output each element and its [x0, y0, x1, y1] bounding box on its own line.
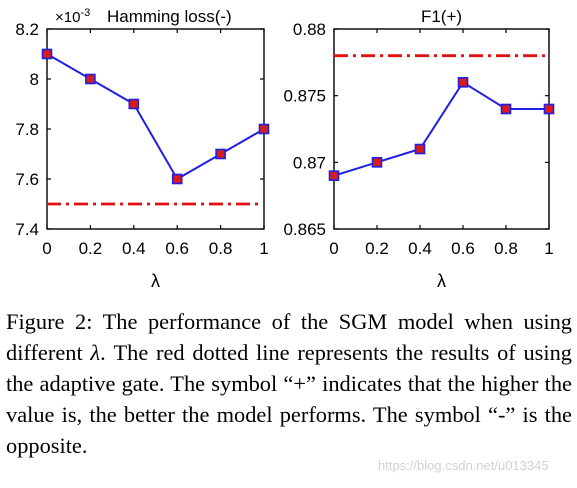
- y-tick-label: 8.2: [15, 20, 39, 39]
- data-point: [457, 77, 469, 88]
- data-point: [258, 123, 270, 135]
- data-point: [500, 103, 512, 115]
- x-tick-label: 0.4: [408, 239, 432, 258]
- exponent-label: ×10-3: [55, 7, 90, 26]
- x-axis-label: λ: [151, 271, 160, 291]
- x-tick-label: 0.8: [209, 239, 233, 258]
- caption-prefix: Figure 2: The performance of the SGM mod…: [6, 309, 572, 365]
- chart-f1: 0 0.2 0.4 0.6 0.8 1 0.865 0.87 0.875 0.88 F1(+) λ: [283, 7, 555, 291]
- x-tick-label: 1: [544, 239, 553, 258]
- data-point: [328, 170, 340, 181]
- caption-lambda-symbol: λ: [90, 340, 101, 365]
- x-axis-label: λ: [437, 271, 446, 291]
- y-tick-label: 0.88: [293, 20, 326, 39]
- chart-hamming-loss: 0 0.2 0.4 0.6 0.8 1 7.4 7.6 7.8 8 8.2 ×10-3 Hamming …: [15, 7, 270, 291]
- exponent-superscript: -3: [80, 7, 90, 19]
- series-line: [333, 80, 549, 177]
- x-tick-label: 0.8: [494, 239, 518, 258]
- data-point: [215, 148, 226, 160]
- x-tick-label: 1: [259, 239, 268, 258]
- y-tick-label: 7.4: [15, 220, 39, 239]
- y-tick-label: 7.6: [15, 170, 39, 189]
- figure-charts: 0 0.2 0.4 0.6 0.8 1 7.4 7.6 7.8 8 8.2 ×10-3 Hamming …: [15, 7, 555, 291]
- chart-title: Hamming loss(-): [107, 7, 232, 26]
- axes-box: [333, 28, 550, 230]
- caption-suffix: . The red dotted line represents the res…: [6, 340, 572, 458]
- x-tick-label: 0.6: [451, 239, 475, 258]
- series-line: [46, 53, 265, 181]
- x-tick-label: 0: [329, 239, 338, 258]
- data-point: [414, 143, 426, 155]
- x-tick-label: 0: [42, 239, 51, 258]
- watermark: https://blog.csdn.net/u013345: [378, 458, 549, 473]
- data-point: [128, 98, 140, 110]
- axes-box: [46, 28, 265, 230]
- y-tick-label: 0.87: [293, 153, 326, 172]
- data-point: [171, 173, 183, 185]
- figure-caption: Figure 2: The performance of the SGM mod…: [6, 306, 572, 461]
- y-tick-label: 0.875: [283, 87, 326, 106]
- x-tick-label: 0.2: [79, 239, 103, 258]
- y-tick-label: 0.865: [283, 220, 326, 239]
- x-tick-label: 0.4: [122, 239, 146, 258]
- data-point: [85, 73, 96, 85]
- x-tick-label: 0.6: [165, 239, 189, 258]
- data-point: [41, 48, 53, 60]
- x-tick-label: 0.2: [365, 239, 389, 258]
- y-tick-label: 7.8: [15, 120, 39, 139]
- chart-title: F1(+): [421, 7, 462, 26]
- y-tick-label: 8: [30, 70, 39, 89]
- data-point: [543, 103, 555, 115]
- data-point: [371, 157, 383, 168]
